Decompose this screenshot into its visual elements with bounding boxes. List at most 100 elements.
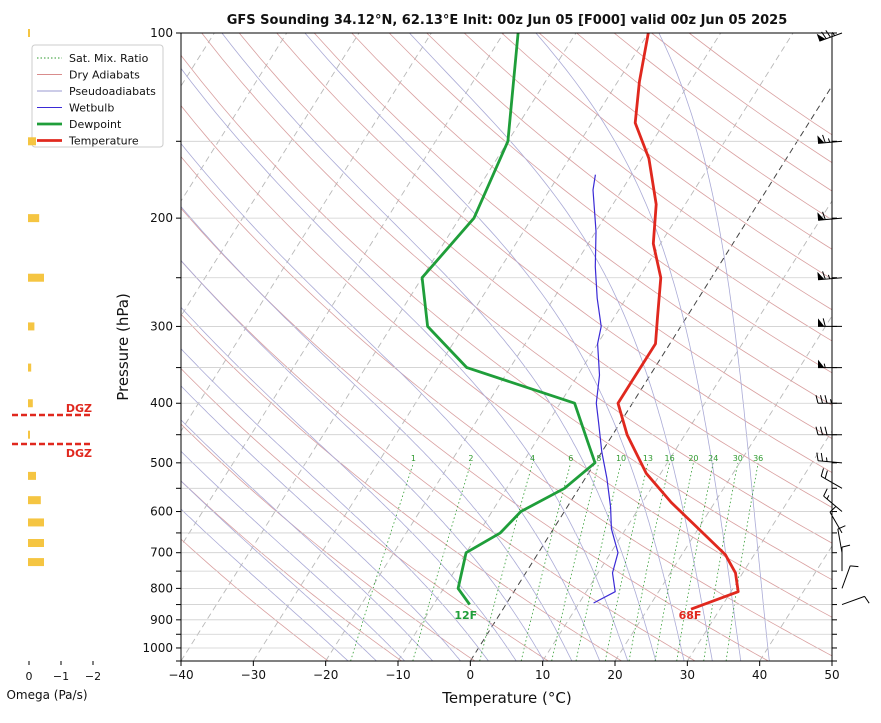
- barb-full: [822, 134, 826, 143]
- omega-bar: [28, 496, 41, 505]
- x-tick-label: 20: [607, 668, 622, 682]
- legend: Sat. Mix. Ratio Dry Adiabats Pseudoadiabat…: [31, 44, 164, 148]
- barb-half: [830, 399, 832, 404]
- pseudoadiabat: [181, 385, 461, 661]
- barb-staff: [841, 565, 851, 589]
- wind-barbs: [815, 30, 870, 606]
- isotherm-line: [542, 200, 832, 661]
- plot-axes: −40 −30 −20 −10 0 10 20 30 40 50 100 200 300 400 500 60…: [142, 26, 839, 682]
- barb-flag: [817, 271, 825, 280]
- legend-label: Dewpoint: [69, 118, 122, 131]
- dgz-label: DGZ: [66, 447, 92, 460]
- wind-barb: [820, 468, 843, 489]
- barb-full: [815, 426, 819, 435]
- wind-barb: [829, 506, 843, 534]
- barb-half: [825, 457, 828, 462]
- dry-adiabat: [181, 367, 549, 661]
- dry-adiabat: [426, 33, 832, 342]
- dry-adiabat: [181, 538, 329, 661]
- y-axis-label: Pressure (hPa): [114, 293, 132, 401]
- y-tick-label: 300: [150, 319, 173, 333]
- barb-flag: [817, 212, 825, 221]
- barb-full: [824, 470, 828, 479]
- y-tick-label: 700: [150, 546, 173, 560]
- omega-bar: [28, 518, 44, 527]
- y-tick-label: 900: [150, 613, 173, 627]
- omega-bar: [28, 430, 30, 439]
- legend-label: Sat. Mix. Ratio: [69, 52, 149, 65]
- isotherm-line: [181, 33, 432, 432]
- mixing-ratio-line: [350, 462, 414, 661]
- dry-adiabat: [181, 313, 622, 661]
- dry-adiabat: [388, 33, 832, 374]
- isotherm-line: [181, 33, 577, 661]
- omega-panel: DGZ DGZ 0 −1 −2: [12, 29, 101, 683]
- wind-barb: [841, 565, 859, 589]
- wind-barb: [837, 525, 846, 553]
- omega-bar: [28, 471, 36, 480]
- pseudoadiabat: [409, 33, 713, 661]
- mixing-ratio-line: [520, 462, 572, 661]
- dry-adiabat: [276, 33, 832, 474]
- y-tick-label: 1000: [142, 641, 173, 655]
- wind-barb: [841, 544, 851, 572]
- omega-bar: [28, 29, 30, 37]
- omega-bar: [28, 273, 44, 282]
- barb-full: [821, 31, 827, 40]
- omega-bar: [28, 363, 32, 372]
- barb-full: [864, 596, 870, 604]
- omega-bar: [28, 538, 44, 547]
- barb-staff: [819, 32, 843, 42]
- barb-staff: [818, 217, 843, 221]
- pseudoadiabat: [181, 450, 405, 661]
- isopleth-lines: [181, 33, 832, 661]
- barb-full: [824, 395, 828, 404]
- dry-adiabat: [501, 33, 832, 280]
- pseudoadiabat: [181, 206, 573, 661]
- barb-half: [823, 363, 826, 368]
- isotherm-line: [325, 33, 722, 661]
- isotherm-line: [686, 430, 832, 661]
- wind-barb: [818, 359, 842, 369]
- omega-bar: [28, 399, 33, 408]
- wind-barb: [823, 488, 843, 512]
- series-dewpoint-line: [420, 33, 597, 606]
- wind-barb: [816, 30, 843, 42]
- x-tick-label: 50: [824, 668, 839, 682]
- y-tick-label: 500: [150, 456, 173, 470]
- mixing-ratio-line: [654, 462, 694, 661]
- mixing-ratio-label: 13: [643, 454, 653, 463]
- isotherm-line: [397, 33, 794, 661]
- mixing-ratio-label: 30: [733, 454, 743, 463]
- dry-adiabat: [688, 33, 832, 136]
- y-tick-label: 200: [150, 211, 173, 225]
- barb-flag: [817, 135, 825, 144]
- mixing-ratio-line: [725, 462, 759, 661]
- barb-half: [826, 495, 830, 500]
- omega-bar: [28, 137, 36, 146]
- barb-staff: [837, 528, 843, 553]
- barb-full: [822, 211, 826, 220]
- dry-adiabat: [351, 33, 832, 406]
- mixing-ratio-label: 1: [411, 454, 416, 463]
- pseudoadiabat: [304, 33, 685, 661]
- y-tick-label: 600: [150, 505, 173, 519]
- x-tick-label: −10: [385, 668, 410, 682]
- legend-label: Dry Adiabats: [69, 69, 140, 82]
- dry-adiabat: [201, 33, 832, 544]
- mixing-ratio-line: [676, 462, 714, 661]
- isotherm-line: [252, 33, 649, 661]
- pseudoadiabat: [658, 33, 770, 661]
- x-tick-label: −30: [241, 668, 266, 682]
- mixing-ratio-label: 6: [568, 454, 573, 463]
- plot-frame: [180, 32, 833, 662]
- x-axis-label: Temperature (°C): [441, 689, 571, 707]
- mixing-ratio-label: 16: [665, 454, 675, 463]
- wind-barb: [817, 271, 843, 281]
- surface-annotations: 12F 68F: [454, 609, 701, 622]
- mixing-ratio-labels: 1 2 4 6 8 10 13 16 20 24 30 36: [411, 454, 763, 463]
- dry-adiabat: [238, 33, 832, 508]
- chart-title: GFS Sounding 34.12°N, 62.13°E Init: 00z …: [227, 13, 788, 28]
- barb-full: [820, 426, 823, 435]
